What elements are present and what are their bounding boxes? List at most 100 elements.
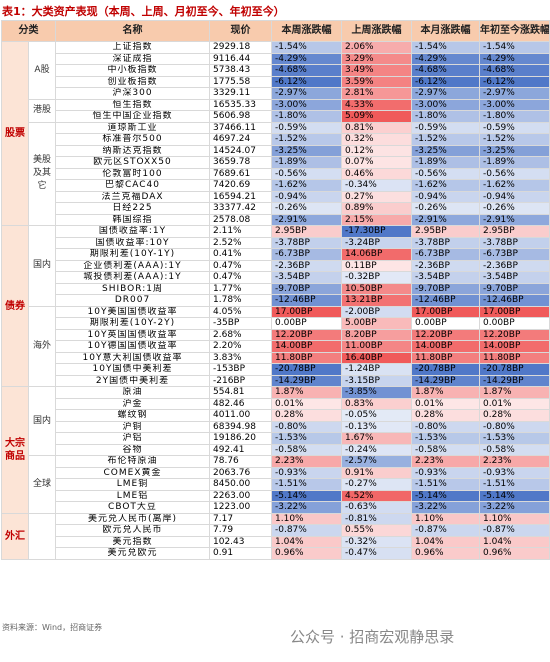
change-value: 1.04%	[479, 535, 550, 548]
column-header: 名称	[55, 20, 210, 42]
change-value: 14.00BP	[479, 340, 550, 353]
price: 7689.61	[209, 167, 272, 180]
price: -35BP	[209, 317, 272, 330]
change-value: 3.59%	[341, 75, 412, 88]
change-value: -5.14%	[411, 489, 480, 502]
price: 8450.00	[209, 478, 272, 491]
price: 1.77%	[209, 282, 272, 295]
data-row: 10Y国债中美利差 -153BP -20.78BP -1.24BP -20.78BP -2…	[2, 363, 550, 376]
change-value: -0.80%	[479, 420, 550, 433]
asset-name: COMEX黄金	[55, 466, 210, 479]
data-row: 大宗商品 国内 原油 554.81 1.87% -3.85% 1.87% 1.87%	[1, 386, 550, 514]
change-value: -1.80%	[479, 110, 550, 123]
change-value: 1.04%	[411, 535, 480, 548]
change-value: -1.52%	[411, 133, 480, 146]
change-value: -2.57%	[341, 455, 412, 468]
change-value: -1.54%	[271, 41, 342, 54]
change-value: 11.80BP	[411, 351, 480, 364]
data-row: 股票 A股 上证指数 2929.18 -1.54% 2.06% -1.54% -1.54%	[1, 41, 550, 226]
asset-name: DR007	[55, 294, 210, 307]
data-row: CBOT大豆 1223.00 -3.22% -0.63% -3.22% -3.22%	[2, 501, 550, 514]
change-value: 1.10%	[479, 512, 550, 525]
change-value: -6.73BP	[271, 248, 342, 261]
asset-name: 企业债利差(AAA):1Y	[55, 259, 210, 272]
subgroup-cell	[28, 512, 56, 560]
data-row: 10Y德国国债收益率 2.20% 14.00BP 11.00BP 14.00BP 14.0…	[2, 340, 550, 353]
change-value: 3.29%	[341, 52, 412, 65]
column-header: 上周涨跌幅	[341, 20, 412, 42]
change-value: 12.20BP	[271, 328, 342, 341]
change-value: 14.00BP	[411, 340, 480, 353]
asset-name: 伦敦富时100	[55, 167, 210, 180]
change-value: 0.46%	[341, 167, 412, 180]
change-value: -0.80%	[411, 420, 480, 433]
subgroup-label: 美股及其它	[28, 121, 56, 226]
price: 554.81	[209, 386, 272, 399]
change-value: -0.87%	[411, 524, 480, 537]
data-row: 法兰克福DAX 16594.21 -0.94% 0.27% -0.94% -0.94%	[2, 190, 550, 203]
data-row: LME铜 8450.00 -1.51% -0.27% -1.51% -1.51%	[2, 478, 550, 491]
price: 5738.43	[209, 64, 272, 77]
price: 14524.07	[209, 144, 272, 157]
price: 5606.98	[209, 110, 272, 123]
data-row: 美元指数 102.43 1.04% -0.32% 1.04% 1.04%	[2, 535, 550, 548]
change-value: -3.54BP	[479, 271, 550, 284]
change-value: -4.68%	[271, 64, 342, 77]
asset-name: SHIBOR:1周	[55, 282, 210, 295]
change-value: 0.00BP	[271, 317, 342, 330]
change-value: 11.00BP	[341, 340, 412, 353]
change-value: -3.78BP	[411, 236, 480, 249]
change-value: -3.00%	[411, 98, 480, 111]
asset-name: LME铝	[55, 489, 210, 502]
price: 1775.58	[209, 75, 272, 88]
change-value: 11.80BP	[271, 351, 342, 364]
price: 68394.98	[209, 420, 272, 433]
change-value: -1.52%	[271, 133, 342, 146]
asset-name: 美元兑欧元	[55, 547, 210, 560]
change-value: -12.46BP	[271, 294, 342, 307]
data-row: SHIBOR:1周 1.77% -9.70BP 10.50BP -9.70BP -9.70…	[2, 282, 550, 295]
change-value: -3.22%	[479, 501, 550, 514]
data-row: 企业债利差(AAA):1Y 0.47% -2.36BP 0.11BP -2.36BP -2…	[2, 259, 550, 272]
change-value: 0.11BP	[341, 259, 412, 272]
price: 102.43	[209, 535, 272, 548]
asset-name: 道琼斯工业	[55, 121, 210, 134]
change-value: 5.09%	[341, 110, 412, 123]
change-value: 1.04%	[271, 535, 342, 548]
change-value: -1.24BP	[341, 363, 412, 376]
change-value: -9.70BP	[411, 282, 480, 295]
change-value: -0.59%	[271, 121, 342, 134]
change-value: -2.97%	[271, 87, 342, 100]
data-row: 沪金 482.46 0.01% 0.83% 0.01% 0.01%	[2, 397, 550, 410]
change-value: -2.00BP	[341, 305, 412, 318]
change-value: 13.21BP	[341, 294, 412, 307]
price: 19186.20	[209, 432, 272, 445]
change-value: 4.33%	[341, 98, 412, 111]
change-value: -0.59%	[479, 121, 550, 134]
asset-name: 10Y美国国债收益率	[55, 305, 210, 318]
change-value: -0.87%	[479, 524, 550, 537]
asset-name: 美元兑人民币(离岸)	[55, 512, 210, 525]
change-value: 2.81%	[341, 87, 412, 100]
column-header: 年初至今涨跌幅	[479, 20, 550, 42]
change-value: 0.96%	[271, 547, 342, 560]
change-value: -4.29%	[479, 52, 550, 65]
watermark: 公众号 · 招商宏观静思录	[290, 628, 455, 646]
change-value: -4.29%	[411, 52, 480, 65]
group-label: 股票	[1, 41, 29, 226]
change-value: 14.06BP	[341, 248, 412, 261]
change-value: 2.95BP	[411, 225, 480, 238]
asset-name: 10Y英国国债收益率	[55, 328, 210, 341]
data-row: 港股 恒生指数 16535.33 -3.00% 4.33% -3.00% -3.00%	[2, 98, 550, 123]
data-row: 纳斯达克指数 14524.07 -3.25% 0.12% -3.25% -3.25%	[2, 144, 550, 157]
change-value: -1.51%	[411, 478, 480, 491]
change-value: 12.20BP	[411, 328, 480, 341]
change-value: 2.23%	[271, 455, 342, 468]
change-value: -0.87%	[271, 524, 342, 537]
asset-name: 法兰克福DAX	[55, 190, 210, 203]
data-row: 10Y英国国债收益率 2.68% 12.20BP 8.20BP 12.20BP 12.20…	[2, 328, 550, 341]
change-value: 11.80BP	[479, 351, 550, 364]
price: 33377.42	[209, 202, 272, 215]
asset-name: 欧元兑人民币	[55, 524, 210, 537]
change-value: -5.14%	[271, 489, 342, 502]
